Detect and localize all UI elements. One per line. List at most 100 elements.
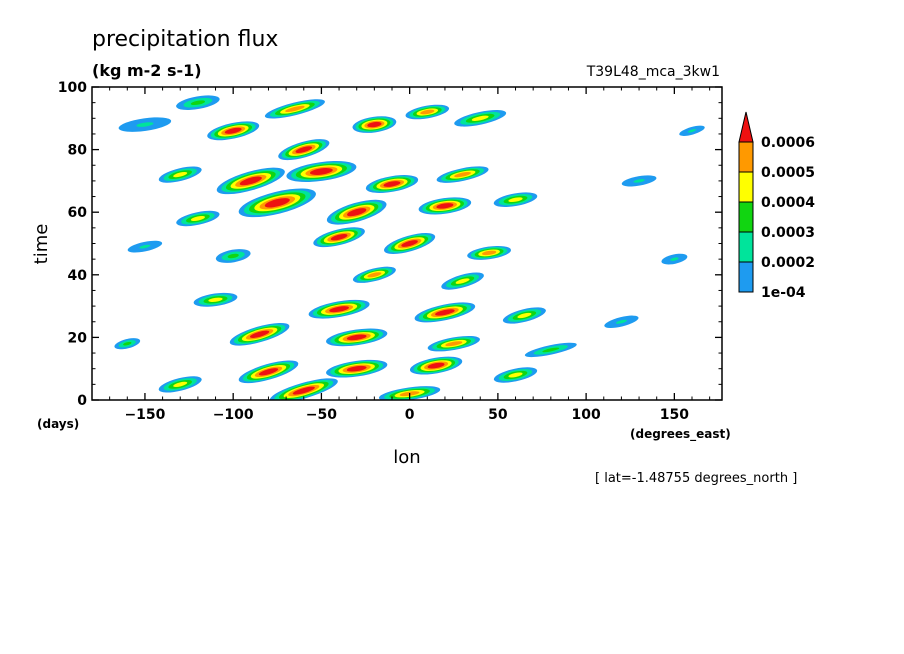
- colorbar-swatch: [738, 261, 754, 293]
- precip-contour-level-2: [687, 129, 697, 133]
- x-tick-label: 50: [488, 407, 508, 423]
- precip-contour-level-3: [227, 253, 239, 259]
- precip-feature: [604, 315, 639, 329]
- precip-contour-level-6: [224, 127, 242, 134]
- precip-contour-level-4: [517, 312, 532, 319]
- precip-feature: [229, 322, 290, 346]
- precip-contour-level-3: [542, 347, 560, 353]
- precip-feature: [365, 175, 419, 193]
- x-tick-label: −100: [213, 407, 254, 423]
- precip-feature: [436, 166, 489, 183]
- precip-feature: [158, 376, 202, 393]
- precip-contour-level-5: [454, 171, 472, 178]
- precip-contour-level-6: [239, 176, 262, 186]
- precip-feature: [493, 192, 538, 207]
- colorbar-label: 0.0002: [761, 255, 815, 271]
- precip-feature: [238, 360, 299, 384]
- precip-feature: [352, 266, 396, 283]
- y-axis-label: time: [31, 224, 52, 265]
- precip-contour-level-6: [346, 334, 367, 341]
- precip-contour-level-2: [136, 122, 154, 127]
- precip-feature: [493, 367, 538, 383]
- precip-contour-level-6: [435, 309, 455, 316]
- precip-feature: [176, 210, 220, 227]
- precip-contour-level-2: [615, 319, 627, 324]
- y-axis-units: (days): [37, 417, 79, 431]
- precip-contour-level-6: [401, 240, 418, 247]
- precipitation-field: [114, 95, 705, 400]
- colorbar-label: 0.0004: [761, 195, 815, 211]
- x-axis-label: lon: [393, 447, 420, 468]
- precip-feature: [216, 167, 285, 195]
- precip-contour-level-6: [383, 181, 401, 187]
- precip-feature: [286, 160, 357, 183]
- colorbar-swatch: [738, 231, 754, 263]
- precip-contour-level-6: [258, 368, 279, 376]
- y-tick-label: 40: [68, 268, 88, 284]
- precip-feature: [409, 356, 463, 375]
- precip-feature: [621, 175, 657, 187]
- x-tick-label: 0: [405, 407, 415, 423]
- precip-feature: [679, 125, 705, 136]
- precip-feature: [454, 110, 507, 127]
- precip-contour-level-6: [346, 365, 367, 372]
- precip-feature: [238, 188, 316, 218]
- chart-units: (kg m-2 s-1): [92, 61, 202, 80]
- colorbar-swatch: [738, 171, 754, 203]
- precip-feature: [313, 227, 365, 248]
- colorbar-extend-arrow: [738, 111, 754, 143]
- precip-contour-level-6: [436, 203, 454, 209]
- precip-contour-level-6: [264, 198, 290, 208]
- precip-contour-level-4: [508, 372, 523, 378]
- x-tick-label: 150: [660, 407, 689, 423]
- precip-feature: [418, 197, 472, 215]
- precip-feature: [215, 249, 251, 263]
- precip-feature: [193, 292, 238, 307]
- axis-ticks: −150 −100 −50 0 50 100 150 0 20 40 60 80 100: [58, 80, 722, 423]
- precip-feature: [264, 99, 325, 119]
- precip-contour-level-5: [420, 109, 435, 115]
- precip-feature: [384, 233, 436, 254]
- precip-contour-level-2: [670, 257, 679, 261]
- precip-contour-level-6: [367, 121, 382, 128]
- y-tick-label: 100: [58, 80, 87, 96]
- y-tick-label: 0: [77, 393, 87, 409]
- x-tick-label: 100: [572, 407, 601, 423]
- precip-contour-level-6: [310, 168, 333, 175]
- precip-feature: [326, 359, 388, 378]
- precip-feature: [661, 253, 688, 265]
- precip-contour-level-6: [249, 330, 270, 338]
- chart-title: precipitation flux: [92, 27, 278, 52]
- x-tick-label: −50: [306, 407, 337, 423]
- precip-contour-level-4: [173, 381, 188, 388]
- colorbar-label: 0.0006: [761, 135, 815, 151]
- precip-feature: [127, 240, 163, 253]
- colorbar-swatch: [738, 141, 754, 173]
- precip-contour-level-6: [295, 146, 313, 153]
- precip-contour-level-5: [367, 272, 382, 278]
- precip-contour-level-5: [481, 250, 497, 256]
- colorbar: 1e-04 0.0002 0.0003 0.0004 0.0005 0.0006: [738, 111, 815, 301]
- precip-feature: [405, 104, 450, 120]
- y-tick-label: 20: [68, 330, 88, 346]
- run-label: T39L48_mca_3kw1: [586, 64, 720, 80]
- precip-feature: [427, 335, 480, 352]
- precip-contour-level-6: [292, 386, 315, 395]
- precip-contour-level-4: [190, 216, 205, 221]
- precip-contour-level-4: [471, 115, 489, 121]
- colorbar-label: 0.0003: [761, 225, 815, 241]
- precip-contour-level-6: [330, 234, 348, 241]
- precip-feature: [326, 199, 387, 225]
- precip-contour-level-2: [633, 179, 645, 183]
- x-axis-units: (degrees_east): [630, 427, 731, 442]
- precip-feature: [118, 117, 172, 132]
- precip-feature: [114, 338, 141, 350]
- precip-feature: [308, 299, 370, 319]
- precip-feature: [441, 272, 484, 290]
- precip-contour-level-5: [285, 105, 305, 113]
- y-tick-label: 60: [68, 205, 88, 221]
- precip-feature: [467, 245, 512, 260]
- precip-feature: [269, 378, 338, 400]
- x-tick-label: −150: [124, 407, 165, 423]
